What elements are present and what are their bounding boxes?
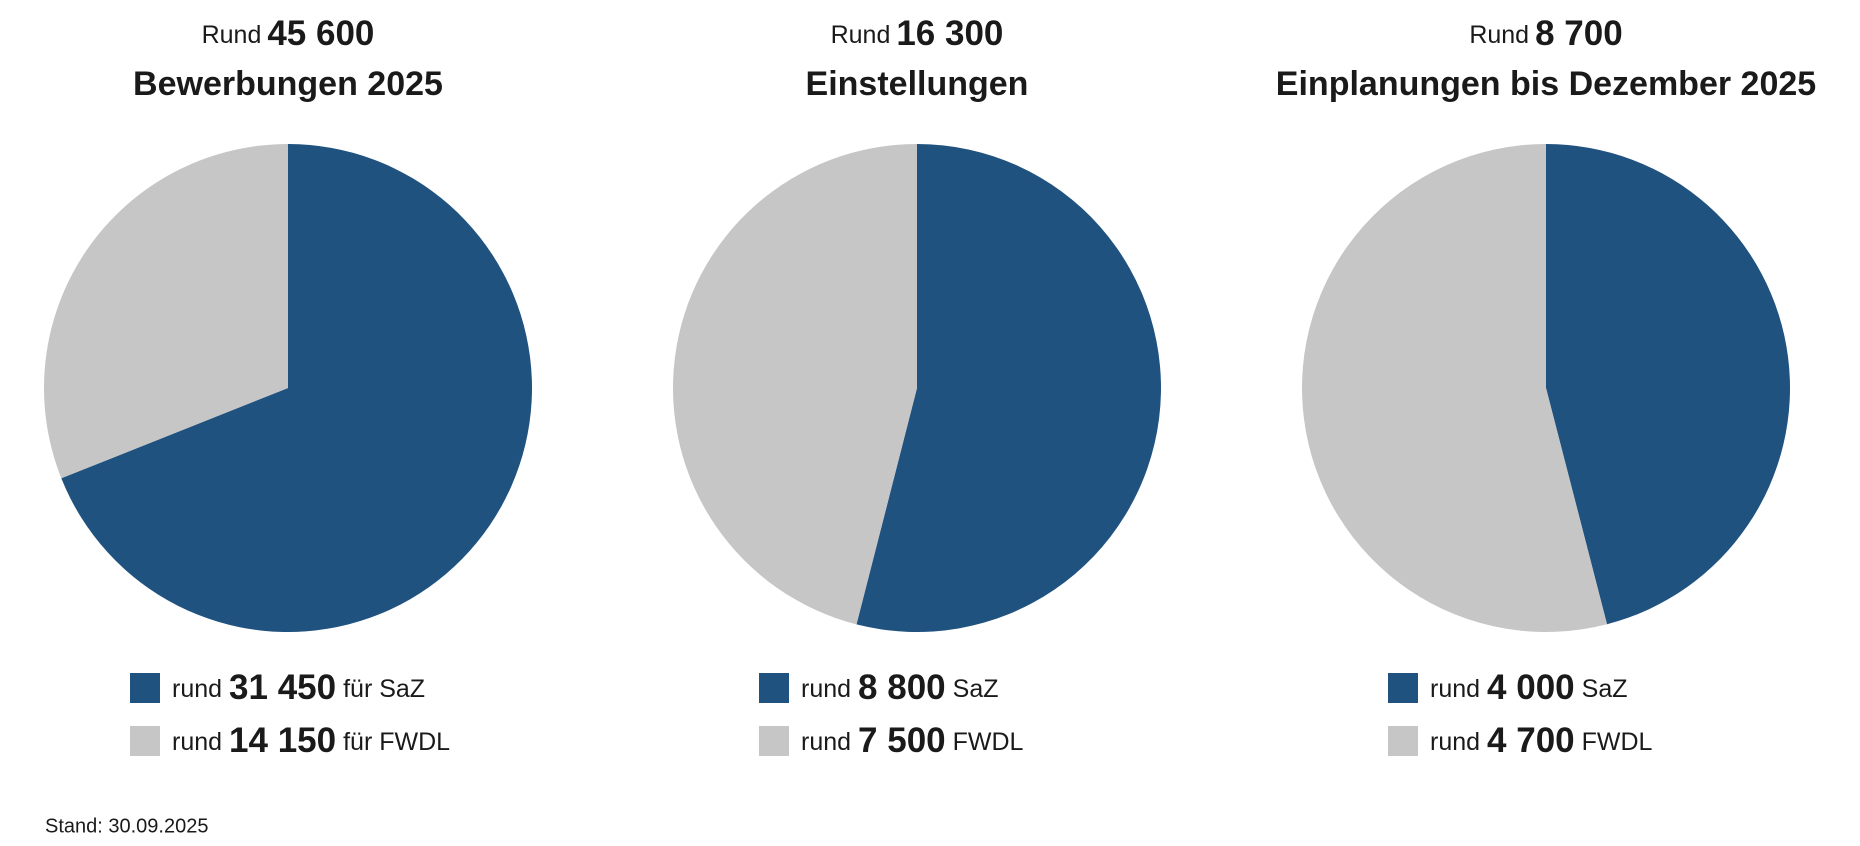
legend-label: für FWDL bbox=[343, 728, 450, 756]
title-line-1: Rund 45 600 bbox=[202, 14, 375, 53]
chart-title: Einstellungen bbox=[806, 65, 1029, 103]
legend-prefix: rund bbox=[172, 675, 222, 703]
title-prefix: Rund bbox=[831, 21, 891, 49]
value-label: 7 500 bbox=[858, 721, 946, 760]
legend-swatch bbox=[130, 673, 160, 703]
pie-slice bbox=[673, 144, 917, 625]
value-label: 14 150 bbox=[229, 721, 336, 760]
legend-label: FWDL bbox=[1582, 728, 1653, 756]
title-number: 45 600 bbox=[267, 14, 374, 53]
pie-slice bbox=[1546, 144, 1790, 625]
title-line-1: Rund 8 700 bbox=[1469, 14, 1622, 53]
pie-slice bbox=[1301, 144, 1608, 632]
pie-slice bbox=[856, 144, 1162, 632]
legend-entry: rund 8 800 SaZ bbox=[801, 668, 999, 707]
legend-entry: rund 4 000 SaZ bbox=[1430, 668, 1628, 707]
title-prefix: Rund bbox=[202, 21, 262, 49]
title-line-1: Rund 16 300 bbox=[831, 14, 1004, 53]
legend-label: SaZ bbox=[953, 675, 999, 703]
legend-entry: rund 31 450 für SaZ bbox=[172, 668, 425, 707]
legend-swatch bbox=[759, 726, 789, 756]
value-label: 8 800 bbox=[858, 668, 946, 707]
legend-label: SaZ bbox=[1582, 675, 1628, 703]
legend-prefix: rund bbox=[801, 728, 851, 756]
title-prefix: Rund bbox=[1469, 21, 1529, 49]
legend-entry: rund 14 150 für FWDL bbox=[172, 721, 450, 760]
legend-swatch bbox=[1388, 726, 1418, 756]
title-number: 16 300 bbox=[896, 14, 1003, 53]
legend-label: für SaZ bbox=[343, 675, 425, 703]
legend-prefix: rund bbox=[1430, 675, 1480, 703]
legend-label: FWDL bbox=[953, 728, 1024, 756]
value-label: 4 000 bbox=[1487, 668, 1575, 707]
legend-prefix: rund bbox=[1430, 728, 1480, 756]
value-label: 31 450 bbox=[229, 668, 336, 707]
pie-slice bbox=[43, 143, 288, 479]
legend-prefix: rund bbox=[172, 728, 222, 756]
legend-swatch bbox=[130, 726, 160, 756]
value-label: 4 700 bbox=[1487, 721, 1575, 760]
pie-slice bbox=[61, 144, 533, 632]
legend-prefix: rund bbox=[801, 675, 851, 703]
chart-title: Einplanungen bis Dezember 2025 bbox=[1276, 65, 1816, 103]
legend-entry: rund 4 700 FWDL bbox=[1430, 721, 1653, 760]
legend-swatch bbox=[1388, 673, 1418, 703]
legend-swatch bbox=[759, 673, 789, 703]
title-number: 8 700 bbox=[1535, 14, 1623, 53]
legend-entry: rund 7 500 FWDL bbox=[801, 721, 1024, 760]
footnote: Stand: 30.09.2025 bbox=[45, 815, 208, 837]
chart-title: Bewerbungen 2025 bbox=[133, 65, 443, 103]
